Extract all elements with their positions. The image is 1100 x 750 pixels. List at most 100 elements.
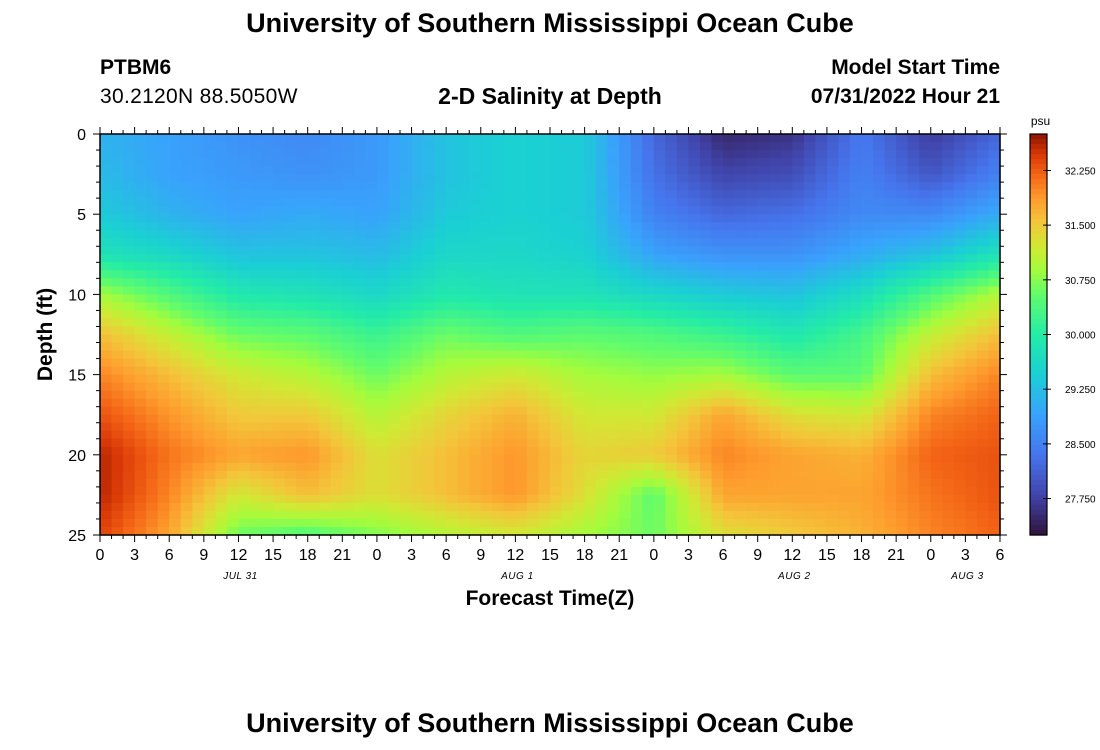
heatmap-cell xyxy=(676,254,690,263)
heatmap-cell xyxy=(642,286,655,295)
heatmap-cell xyxy=(100,478,113,488)
heatmap-cell xyxy=(965,502,978,512)
heatmap-cell xyxy=(434,526,447,536)
colorbar-segment xyxy=(1030,309,1047,316)
heatmap-cell xyxy=(642,510,655,520)
heatmap-cell xyxy=(353,294,366,304)
heatmap-cell xyxy=(123,486,136,496)
heatmap-cell xyxy=(469,134,482,143)
heatmap-cell xyxy=(492,198,505,207)
heatmap-cell xyxy=(503,246,516,255)
heatmap-cell xyxy=(469,262,482,271)
heatmap-cell xyxy=(688,382,701,392)
heatmap-cell xyxy=(769,270,782,279)
heatmap-cell xyxy=(423,518,436,528)
heatmap-cell xyxy=(261,302,274,312)
heatmap-cell xyxy=(400,374,413,384)
heatmap-cell xyxy=(653,486,666,496)
heatmap-cell xyxy=(111,358,124,368)
x-tick-label: 9 xyxy=(753,547,762,564)
heatmap-cell xyxy=(896,238,909,247)
heatmap-cell xyxy=(226,430,240,440)
heatmap-cell xyxy=(250,430,263,440)
heatmap-cell xyxy=(550,294,563,304)
heatmap-cell xyxy=(596,454,609,464)
heatmap-cell xyxy=(953,222,966,231)
heatmap-cell xyxy=(273,302,286,312)
heatmap-cell xyxy=(861,422,874,432)
heatmap-cell xyxy=(215,286,228,295)
heatmap-cell xyxy=(907,190,920,199)
heatmap-cell xyxy=(757,334,770,344)
heatmap-cell xyxy=(630,222,643,231)
heatmap-cell xyxy=(596,270,609,279)
heatmap-cell xyxy=(446,462,459,472)
heatmap-cell xyxy=(515,246,528,255)
heatmap-cell xyxy=(353,310,366,320)
heatmap-cell xyxy=(826,382,840,392)
heatmap-cell xyxy=(642,278,655,287)
heatmap-cell xyxy=(573,158,586,167)
heatmap-cell xyxy=(169,246,182,255)
heatmap-cell xyxy=(400,430,413,440)
heatmap-cell xyxy=(688,286,701,295)
colorbar-segment xyxy=(1030,249,1047,255)
heatmap-cell xyxy=(630,398,643,408)
heatmap-cell xyxy=(203,182,216,191)
heatmap-cell xyxy=(896,390,909,400)
heatmap-cell xyxy=(538,478,551,488)
heatmap-cell xyxy=(653,366,666,376)
date-label: AUG 1 xyxy=(500,571,534,582)
heatmap-cell xyxy=(457,462,470,472)
heatmap-cell xyxy=(838,430,851,440)
heatmap-cell xyxy=(861,214,874,223)
heatmap-cell xyxy=(180,326,193,336)
heatmap-cell xyxy=(296,422,309,432)
heatmap-cell xyxy=(480,350,493,360)
heatmap-cell xyxy=(330,238,343,247)
heatmap-cell xyxy=(342,246,355,255)
heatmap-cell xyxy=(226,470,240,480)
colorbar-segment xyxy=(1030,229,1047,235)
heatmap-cell xyxy=(723,502,736,512)
heatmap-cell xyxy=(700,166,713,175)
heatmap-cell xyxy=(838,286,851,295)
heatmap-cell xyxy=(134,462,147,472)
heatmap-cell xyxy=(803,326,816,336)
heatmap-cell xyxy=(942,246,955,255)
heatmap-cell xyxy=(988,342,1001,352)
heatmap-cell xyxy=(411,198,424,207)
heatmap-cell xyxy=(503,254,516,263)
heatmap-cell xyxy=(873,438,886,448)
colorbar-segment xyxy=(1030,469,1047,476)
heatmap-cell xyxy=(769,422,782,432)
heatmap-cell xyxy=(342,142,355,151)
heatmap-cell xyxy=(203,382,216,392)
heatmap-cell xyxy=(215,158,228,167)
heatmap-cell xyxy=(457,350,470,360)
heatmap-cell xyxy=(307,334,320,344)
heatmap-cell xyxy=(203,310,216,320)
heatmap-cell xyxy=(665,158,678,167)
heatmap-cell xyxy=(861,230,874,239)
heatmap-cell xyxy=(157,342,170,352)
heatmap-cell xyxy=(515,294,528,304)
heatmap-cell xyxy=(988,390,1001,400)
heatmap-cell xyxy=(907,382,920,392)
heatmap-cell xyxy=(907,454,920,464)
heatmap-cell xyxy=(919,286,932,295)
heatmap-cell xyxy=(850,302,863,312)
heatmap-cell xyxy=(492,302,505,312)
heatmap-cell xyxy=(919,350,932,360)
heatmap-cell xyxy=(100,286,113,295)
heatmap-cell xyxy=(411,318,424,328)
heatmap-cell xyxy=(226,446,240,456)
heatmap-cell xyxy=(526,206,540,215)
heatmap-cell xyxy=(169,326,182,336)
heatmap-cell xyxy=(123,510,136,520)
heatmap-cell xyxy=(353,446,366,456)
heatmap-cell xyxy=(100,174,113,183)
heatmap-cell xyxy=(815,286,828,295)
heatmap-cell xyxy=(803,198,816,207)
heatmap-cell xyxy=(238,222,251,231)
